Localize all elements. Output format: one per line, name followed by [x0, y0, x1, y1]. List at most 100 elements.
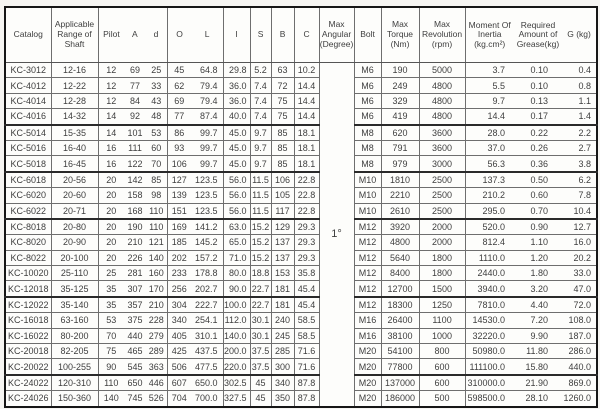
cell-g: 1260.0 [563, 390, 598, 407]
cell-s: 9.7 [249, 124, 272, 141]
cell-c: 18.1 [293, 155, 320, 173]
cell-inertia: 137.3 [464, 171, 515, 188]
cell-i: 112.0 [222, 312, 251, 329]
cell-o: 340 [166, 312, 192, 329]
cell-g: 6.2 [563, 171, 598, 188]
cell-revolution: 2500 [418, 187, 466, 204]
cell-inertia: 5.5 [464, 77, 515, 94]
cell-c: 29.3 [293, 234, 320, 251]
cell-catalog: KC-24022 [5, 374, 51, 391]
cell-b: 340 [270, 374, 295, 391]
cell-a: 465 [124, 343, 146, 359]
cell-l: 310.1 [191, 327, 224, 344]
cell-revolution: 4800 [418, 77, 466, 94]
col-header-max-angular: Max Angular (Degree) [318, 7, 355, 63]
table-row: KC-24026 150-360 140 745 526 704 700.0 327.5 45 3… [5, 390, 598, 407]
cell-c: 22.8 [293, 171, 320, 188]
cell-g: 1.1 [563, 92, 598, 109]
cell-l: 79.4 [191, 92, 224, 109]
cell-d: 33 [146, 77, 168, 94]
cell-bolt: M16 [353, 327, 382, 344]
cell-range: 12-28 [50, 92, 98, 109]
cell-s: 45 [249, 374, 272, 391]
col-header-s: S [249, 7, 272, 63]
cell-o: 106 [166, 155, 192, 173]
cell-i: 45.0 [222, 139, 251, 156]
cell-o: 169 [166, 218, 192, 235]
cell-catalog: KC-8018 [5, 218, 51, 235]
cell-g: 33.0 [563, 265, 598, 281]
cell-o: 304 [166, 296, 192, 313]
cell-a: 168 [124, 202, 146, 220]
cell-grease: 0.50 [514, 171, 564, 188]
cell-grease: 0.22 [514, 124, 564, 141]
cell-c: 18.1 [293, 139, 320, 156]
cell-torque: 12700 [380, 280, 420, 298]
cell-revolution: 3600 [418, 124, 466, 141]
cell-catalog: KC-24026 [5, 390, 51, 407]
cell-range: 20-71 [50, 202, 98, 220]
cell-i: 36.0 [222, 92, 251, 109]
table-row: KC-12018 35-125 35 307 170 256 202.7 90.0 22.7 18… [5, 280, 598, 298]
cell-l: 87.4 [191, 108, 224, 126]
cell-inertia: 14.4 [464, 108, 515, 126]
col-header-range: Applicable Range of Shaft [50, 7, 98, 63]
cell-pilot: 140 [97, 390, 124, 407]
cell-catalog: KC-6022 [5, 202, 51, 220]
table-row: KC-5014 15-35 14 101 53 86 99.7 45.0 9.7 85 18.1 M8… [5, 124, 598, 141]
cell-b: 106 [270, 171, 295, 188]
cell-pilot: 35 [97, 280, 124, 298]
cell-d: 170 [146, 280, 168, 298]
col-header-inertia-grease-g: Moment Of Inertia (kg.cm²) Required Amou… [464, 7, 598, 63]
cell-pilot: 53 [97, 312, 124, 329]
table-row: KC-20018 82-205 75 465 289 425 437.5 200.0 37.5 2… [5, 343, 598, 359]
cell-b: 300 [270, 358, 295, 376]
cell-pilot: 20 [97, 234, 124, 251]
cell-s: 15.2 [249, 218, 272, 235]
cell-s: 5.2 [249, 61, 272, 78]
cell-grease: 0.36 [514, 155, 564, 173]
cell-pilot: 20 [97, 249, 124, 266]
cell-l: 141.2 [191, 218, 224, 235]
col-header-pilot: Pilot [103, 29, 120, 40]
cell-s: 18.8 [249, 265, 272, 281]
table-row: KC-8018 20-80 20 190 110 169 141.2 63.0 15.2 129 2… [5, 218, 598, 235]
col-header-a: A [132, 29, 138, 40]
cell-b: 105 [270, 187, 295, 204]
cell-revolution: 1100 [418, 312, 466, 329]
cell-l: 437.5 [191, 343, 224, 359]
cell-l: 222.7 [191, 296, 224, 313]
cell-bolt: M8 [353, 124, 382, 141]
cell-o: 139 [166, 187, 192, 204]
cell-catalog: KC-10020 [5, 265, 51, 281]
cell-inertia: 310000.0 [464, 374, 515, 391]
cell-a: 69 [124, 61, 146, 78]
cell-torque: 620 [380, 124, 420, 141]
cell-grease: 0.26 [514, 139, 564, 156]
cell-i: 220.0 [222, 358, 251, 376]
col-header-max-revolution: Max Revolution (rpm) [418, 7, 466, 63]
cell-s: 7.4 [249, 77, 272, 94]
cell-l: 178.8 [191, 265, 224, 281]
cell-pilot: 20 [97, 187, 124, 204]
cell-d: 210 [146, 296, 168, 313]
cell-range: 20-80 [50, 218, 98, 235]
cell-a: 281 [124, 265, 146, 281]
cell-revolution: 3600 [418, 139, 466, 156]
cell-s: 11.5 [249, 187, 272, 204]
table-row: KC-3012 12-16 12 69 25 45 64.8 29.8 5.2 63 10.2 1° M… [5, 61, 598, 407]
cell-inertia: 37.0 [464, 139, 515, 156]
cell-d: 48 [146, 108, 168, 126]
cell-l: 157.2 [191, 249, 224, 266]
cell-d: 110 [146, 202, 168, 220]
cell-torque: 18300 [380, 296, 420, 313]
cell-revolution: 1500 [418, 280, 466, 298]
cell-o: 607 [166, 374, 192, 391]
cell-grease: 0.90 [514, 218, 564, 235]
cell-revolution: 3000 [418, 155, 466, 173]
cell-range: 16-40 [50, 139, 98, 156]
cell-c: 14.4 [293, 77, 320, 94]
cell-c: 71.6 [293, 358, 320, 376]
cell-pilot: 20 [97, 202, 124, 220]
cell-torque: 419 [380, 108, 420, 126]
